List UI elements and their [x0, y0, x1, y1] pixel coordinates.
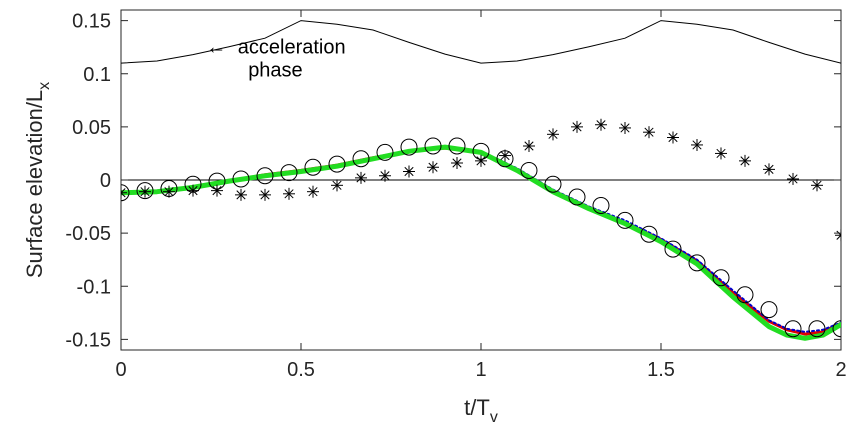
- asterisk-marker: [499, 149, 512, 162]
- x-tick-label: 1.5: [647, 359, 675, 381]
- circle-marker: [520, 161, 538, 179]
- x-tick-label: 0.5: [287, 359, 315, 381]
- asterisk-marker: [643, 126, 656, 139]
- y-tick-label: 0.1: [83, 64, 111, 86]
- y-tick-label: 0: [100, 170, 111, 192]
- asterisk-marker: [738, 154, 751, 167]
- asterisk-marker: [121, 186, 127, 199]
- asterisk-marker: [139, 185, 152, 198]
- y-axis-label: Surface elevation/Lx: [22, 82, 53, 278]
- asterisk-marker: [594, 118, 607, 131]
- circle-marker: [808, 320, 826, 338]
- circle-marker: [424, 137, 442, 155]
- asterisk-marker: [763, 163, 775, 176]
- annotation-phase: phase: [248, 60, 303, 82]
- circle-marker: [568, 188, 586, 206]
- x-tick-label: 2: [835, 359, 846, 381]
- circle-marker: [544, 175, 562, 193]
- circle-marker: [280, 164, 298, 182]
- circle-marker: [832, 320, 841, 338]
- forcing-curve: [121, 20, 841, 64]
- series-layer: [121, 20, 841, 341]
- circle-marker: [232, 170, 250, 188]
- circle-marker: [448, 137, 466, 155]
- y-tick-label: 0.05: [72, 117, 111, 139]
- asterisk-marker: [787, 172, 800, 185]
- y-tick-label: -0.05: [65, 223, 111, 245]
- asterisk-marker: [691, 138, 703, 151]
- asterisk-marker: [211, 184, 224, 197]
- axis-ticks: 0 0.5 1 1.5 2 0.15 0.1 0.05 0 -0.05 -0.1 -0.15: [65, 10, 847, 381]
- asterisk-marker: [547, 128, 559, 141]
- circle-marker: [400, 138, 418, 156]
- y-tick-label: 0.15: [72, 11, 111, 33]
- circle-marker: [640, 225, 658, 243]
- circle-marker: [712, 269, 730, 287]
- asterisk-marker: [427, 161, 440, 174]
- circle-marker: [256, 167, 274, 185]
- asterisk-marker: [666, 131, 679, 144]
- x-axis-label-main: t/T: [464, 395, 490, 420]
- circle-marker: [136, 182, 154, 200]
- circle-marker: [352, 150, 370, 168]
- asterisk-marker: [378, 169, 391, 182]
- circle-marker: [328, 155, 346, 173]
- y-axis-label-subscript: x: [36, 82, 53, 90]
- asterisk-marker: [355, 171, 368, 184]
- x-tick-label: 1: [475, 359, 486, 381]
- circle-marker: [664, 240, 682, 258]
- x-axis-label-subscript: v: [490, 409, 498, 426]
- circle-marker: [784, 320, 802, 338]
- circle-marker: [304, 158, 322, 176]
- x-tick-label: 0: [115, 359, 126, 381]
- asterisk-marker: [403, 165, 415, 178]
- x-axis-label: t/Tv: [464, 395, 498, 426]
- asterisk-marker: [571, 120, 584, 133]
- asterisk-marker: [522, 140, 535, 152]
- series-line-2: [121, 144, 841, 341]
- asterisk-marker: [810, 179, 823, 192]
- asterisk-marker: [283, 187, 296, 200]
- asterisk-marker: [259, 188, 271, 201]
- asterisk-marker: [475, 154, 487, 167]
- asterisk-marker: [234, 188, 247, 201]
- asterisk-marker: [331, 179, 343, 192]
- y-tick-label: -0.15: [65, 329, 111, 351]
- annotation-arrow: ←: [206, 37, 226, 59]
- asterisk-marker: [187, 184, 199, 197]
- y-tick-label: -0.1: [77, 276, 111, 298]
- circle-marker: [376, 143, 394, 161]
- series-line-1: [121, 147, 841, 333]
- asterisk-marker: [162, 185, 175, 198]
- annotation-acceleration: ← acceleration: [206, 37, 345, 59]
- circle-marker: [121, 184, 130, 202]
- asterisk-marker: [306, 185, 319, 198]
- asterisk-marker: [619, 121, 631, 134]
- circle-marker: [688, 254, 706, 272]
- y-axis-label-main: Surface elevation/L: [22, 90, 47, 278]
- asterisk-marker: [835, 229, 841, 242]
- annotation-line1: acceleration: [238, 37, 346, 59]
- circle-marker: [736, 286, 754, 304]
- circle-marker: [592, 197, 610, 214]
- asterisk-marker: [715, 147, 728, 160]
- circle-marker: [760, 301, 778, 319]
- asterisk-marker: [450, 157, 463, 169]
- circle-marker: [616, 211, 634, 229]
